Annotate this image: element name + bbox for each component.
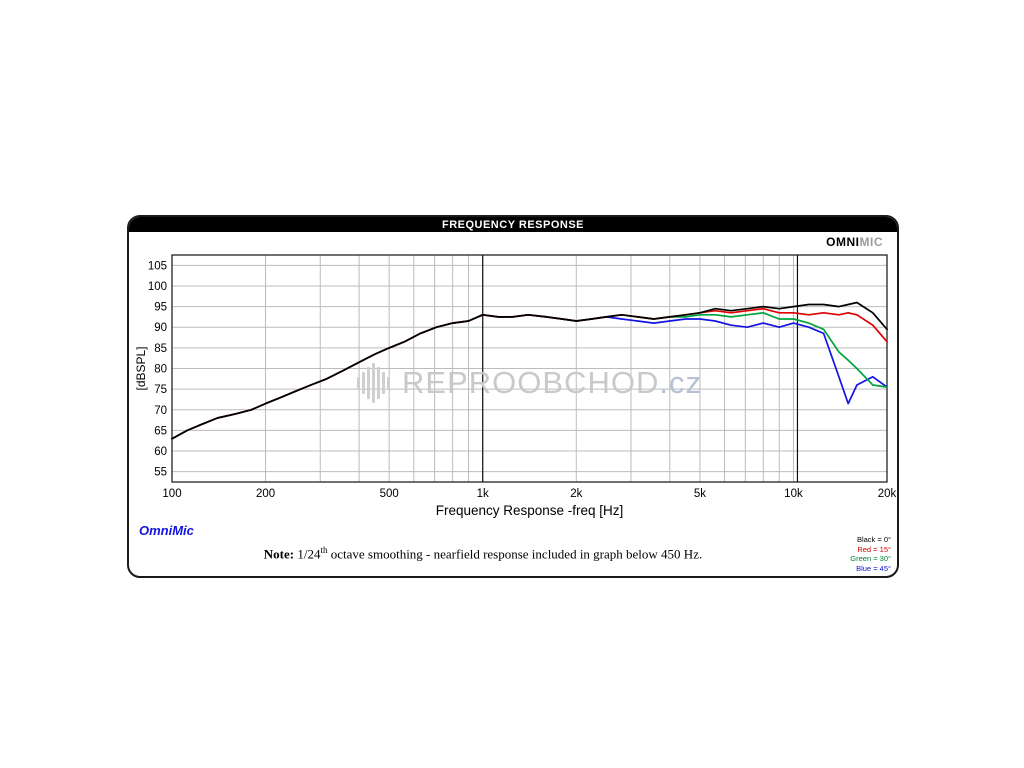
smoothing-note: Note: 1/24th octave smoothing - nearfiel… (129, 545, 897, 562)
legend-item: Red = 15° (857, 544, 891, 554)
svg-text:5k: 5k (694, 488, 706, 500)
svg-text:[dBSPL]: [dBSPL] (134, 346, 148, 390)
svg-text:105: 105 (148, 260, 167, 272)
svg-text:70: 70 (154, 405, 167, 417)
svg-text:100: 100 (162, 488, 181, 500)
svg-text:65: 65 (154, 425, 167, 437)
curve-45° (171, 313, 888, 440)
svg-text:95: 95 (154, 302, 167, 314)
angle-legend: Black = 0° Red = 15° Green = 30° Blue = 45° (850, 535, 891, 573)
curve-15° (171, 307, 888, 440)
svg-text:2k: 2k (570, 488, 582, 500)
note-superscript: th (320, 545, 328, 555)
frequency-response-panel: FREQUENCY RESPONSE OMNIMIC 55 60 65 70 75 80 8… (127, 215, 899, 578)
omnimic-logo-part1: OMNI (826, 235, 860, 249)
note-label: Note: (263, 546, 295, 562)
curve-0° (171, 301, 888, 440)
svg-text:1k: 1k (477, 488, 489, 500)
svg-text:85: 85 (154, 343, 167, 355)
legend-item: Black = 0° (856, 535, 891, 544)
svg-text:80: 80 (154, 364, 167, 376)
frequency-response-chart: 55 60 65 70 75 80 85 90 95 100 105 100 200 500 1k 2k 5k 1… (134, 254, 897, 518)
svg-text:100: 100 (148, 281, 167, 293)
legend-item: Green = 30° (850, 554, 891, 563)
app-name-label: OmniMic (139, 523, 194, 538)
svg-text:20k: 20k (878, 488, 897, 500)
omnimic-logo: OMNIMIC (826, 235, 883, 249)
note-post: octave smoothing - nearfield response in… (327, 546, 703, 562)
svg-text:55: 55 (154, 467, 167, 479)
curve-30° (171, 311, 888, 440)
svg-text:10k: 10k (784, 488, 803, 500)
svg-text:75: 75 (154, 384, 167, 396)
svg-text:200: 200 (256, 488, 275, 500)
svg-text:Frequency Response -freq [Hz]: Frequency Response -freq [Hz] (436, 503, 624, 518)
svg-text:60: 60 (154, 446, 167, 458)
chart-title: FREQUENCY RESPONSE (441, 218, 585, 231)
omnimic-logo-part2: MIC (859, 235, 883, 249)
svg-text:90: 90 (154, 322, 167, 334)
svg-text:500: 500 (380, 488, 399, 500)
note-pre: 1/24 (294, 546, 321, 562)
chart-title-bar: FREQUENCY RESPONSE (129, 217, 897, 232)
legend-item: Blue = 45° (856, 563, 891, 573)
